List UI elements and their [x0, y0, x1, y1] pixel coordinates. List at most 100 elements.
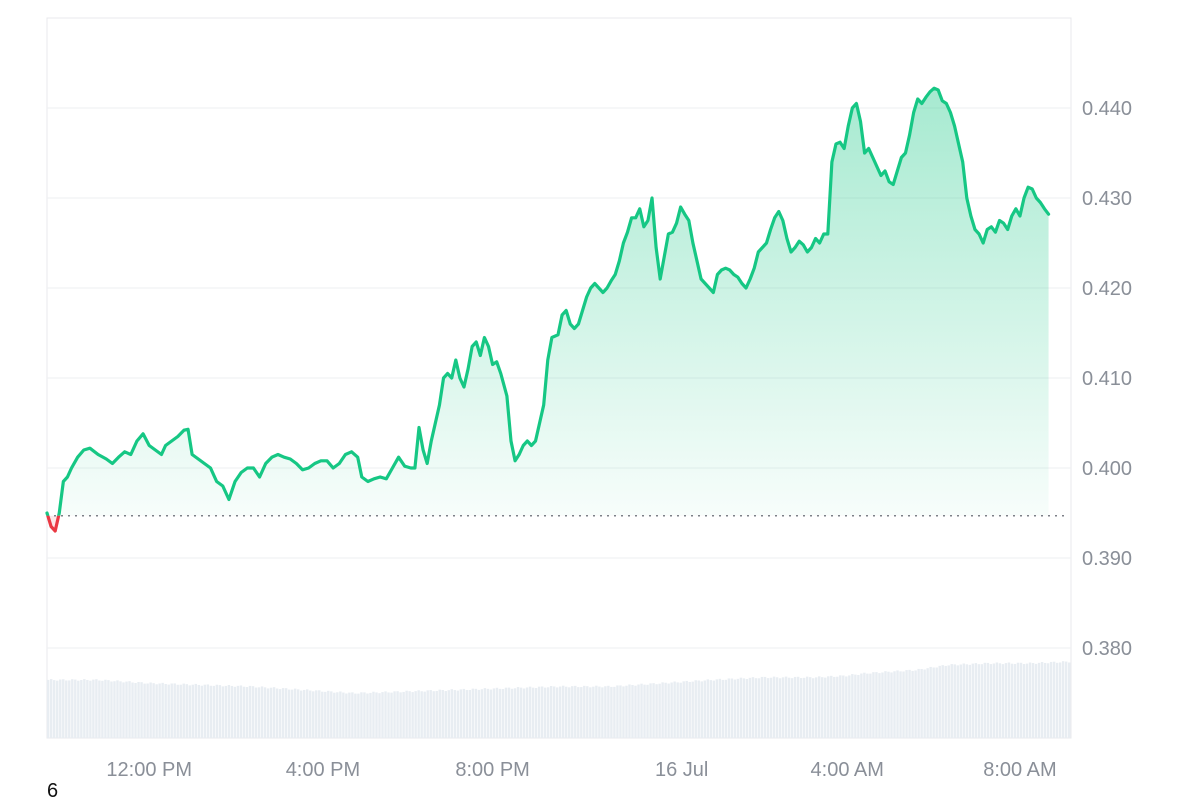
volume-bar: [309, 690, 312, 738]
volume-bar: [664, 682, 667, 738]
volume-bar: [432, 691, 435, 738]
volume-bar: [631, 685, 634, 738]
volume-bar: [763, 676, 767, 738]
volume-bar: [673, 681, 676, 738]
volume-bar: [480, 689, 484, 738]
volume-bar: [796, 676, 800, 738]
volume-bar: [248, 685, 252, 738]
volume-bar: [700, 681, 703, 738]
volume-bar: [793, 676, 797, 738]
volume-bar: [318, 690, 321, 738]
volume-bar: [995, 662, 999, 738]
volume-bar: [47, 679, 50, 738]
volume-bar: [62, 679, 65, 738]
volume-bar: [245, 687, 249, 738]
volume-bar: [321, 691, 324, 738]
volume-bar: [489, 689, 493, 738]
volume-bar: [887, 671, 890, 738]
volume-bar: [468, 689, 472, 738]
volume-bar: [860, 673, 863, 738]
volume-bar: [616, 685, 619, 738]
volume-bar: [110, 681, 113, 738]
volume-bar: [420, 691, 423, 738]
volume-bar: [372, 691, 375, 738]
volume-bar: [577, 687, 580, 738]
volume-bar: [1046, 663, 1050, 738]
volume-bar: [543, 687, 547, 738]
volume-bar: [281, 688, 285, 738]
volume-bar: [191, 684, 194, 738]
volume-bar: [574, 685, 577, 738]
volume-bar: [1037, 662, 1041, 738]
volume-bar: [896, 670, 899, 738]
volume-bar: [200, 685, 204, 738]
volume-bar: [327, 690, 330, 738]
volume-bar: [1052, 661, 1056, 738]
volume-bar: [354, 693, 357, 738]
volume-bar: [839, 675, 842, 738]
volume-bar: [799, 678, 803, 738]
volume-bar: [709, 680, 712, 738]
volume-bar: [227, 684, 231, 738]
volume-bar: [956, 665, 959, 738]
volume-bar: [1067, 662, 1071, 738]
volume-bar: [101, 680, 104, 738]
volume-bar: [983, 662, 987, 738]
volume-bar: [137, 681, 140, 738]
volume-bar: [86, 679, 89, 738]
volume-bar: [745, 679, 749, 738]
volume-bar: [53, 680, 56, 738]
volume-bar: [595, 685, 598, 738]
volume-bar: [884, 671, 887, 738]
volume-bar: [974, 663, 978, 738]
volume-bar: [122, 682, 125, 738]
volume-bar: [1013, 663, 1017, 738]
volume-bar: [447, 690, 450, 738]
volume-bar: [230, 685, 234, 738]
x-tick-label: 12:00 PM: [106, 759, 192, 781]
volume-bar: [405, 690, 408, 738]
volume-bar: [209, 685, 213, 738]
volume-bar: [947, 665, 950, 738]
x-axis-labels: 12:00 PM 4:00 PM 8:00 PM 16 Jul 4:00 AM 8:00 …: [106, 759, 1056, 781]
volume-bar: [80, 680, 83, 738]
volume-bar: [911, 670, 914, 738]
volume-bar: [492, 688, 496, 738]
volume-bar: [944, 665, 947, 738]
volume-bar: [923, 669, 926, 738]
volume-bar: [652, 683, 655, 738]
volume-bar: [369, 692, 372, 738]
volume-bar: [1025, 663, 1029, 738]
volume-bar: [306, 689, 309, 738]
volume-bar: [522, 688, 526, 738]
volume-bar: [378, 693, 381, 738]
volume-bar: [351, 692, 354, 738]
volume-bar: [119, 681, 122, 738]
volume-bar: [71, 679, 74, 738]
volume-bar: [950, 664, 953, 738]
volume-bar: [336, 692, 339, 738]
volume-bar: [875, 672, 878, 738]
volume-bar: [92, 679, 95, 738]
volume-bar: [74, 679, 77, 738]
volume-bar: [899, 671, 902, 738]
x-tick-label: 8:00 AM: [983, 759, 1056, 781]
volume-bar: [992, 663, 996, 738]
volume-bar: [682, 681, 685, 738]
volume-bar: [206, 684, 210, 738]
y-tick-label: 0.440: [1082, 98, 1132, 120]
volume-bar: [83, 679, 86, 738]
volume-bar: [236, 685, 240, 738]
volume-bar: [571, 686, 574, 738]
volume-bar: [848, 675, 851, 738]
volume-bar: [619, 685, 622, 738]
volume-bar: [65, 680, 68, 738]
volume-bar: [146, 683, 149, 738]
volume-bar: [866, 673, 869, 738]
volume-bar: [104, 679, 107, 738]
volume-bar: [634, 685, 637, 738]
volume-bar: [345, 693, 348, 738]
volume-bar: [360, 692, 363, 738]
volume-bar: [926, 668, 929, 738]
